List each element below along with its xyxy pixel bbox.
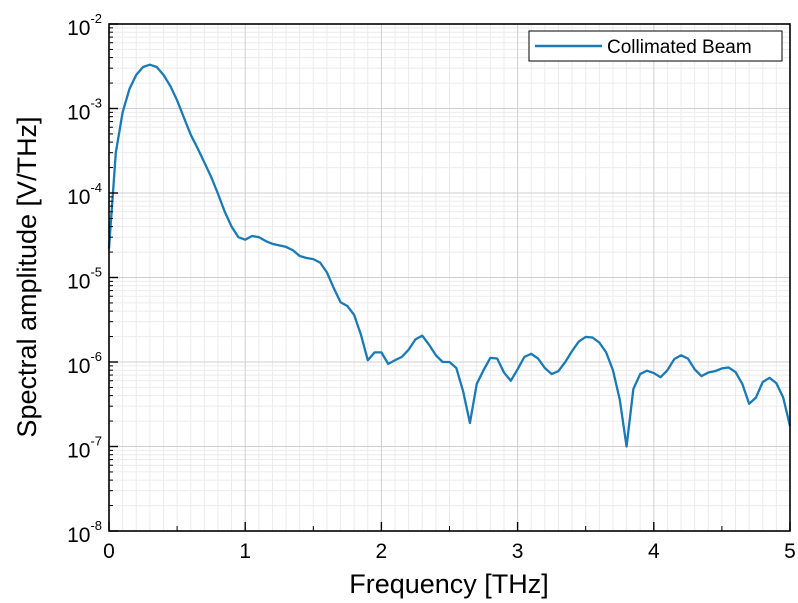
y-tick-label: 10-5 [67,265,102,294]
legend-label-collimated-beam: Collimated Beam [607,37,752,58]
x-tick-label: 0 [103,540,115,563]
grid [109,24,790,531]
y-tick-label: 10-8 [67,518,102,547]
x-tick-label: 3 [512,540,524,563]
legend: Collimated Beam [528,30,783,62]
x-tick-labels: 0 1 2 3 4 5 [103,540,796,563]
y-tick-label: 10-4 [67,180,102,209]
x-tick-label: 5 [784,540,796,563]
x-tick-label: 1 [239,540,251,563]
y-axis-title: Spectral amplitude [V/THz] [12,116,42,437]
y-tick-label: 10-3 [67,96,102,125]
x-tick-label: 4 [648,540,660,563]
series-layer [107,63,792,448]
y-tick-labels: 10-8 10-7 10-6 10-5 10-4 10-3 10-2 [67,11,102,547]
ticks [108,23,791,532]
x-tick-label: 2 [376,540,388,563]
y-tick-label: 10-7 [67,434,102,463]
series-line-collimated-beam [107,63,792,448]
y-tick-label: 10-2 [67,11,102,40]
y-tick-label: 10-6 [67,349,102,378]
x-axis-title: Frequency [THz] [349,569,549,599]
